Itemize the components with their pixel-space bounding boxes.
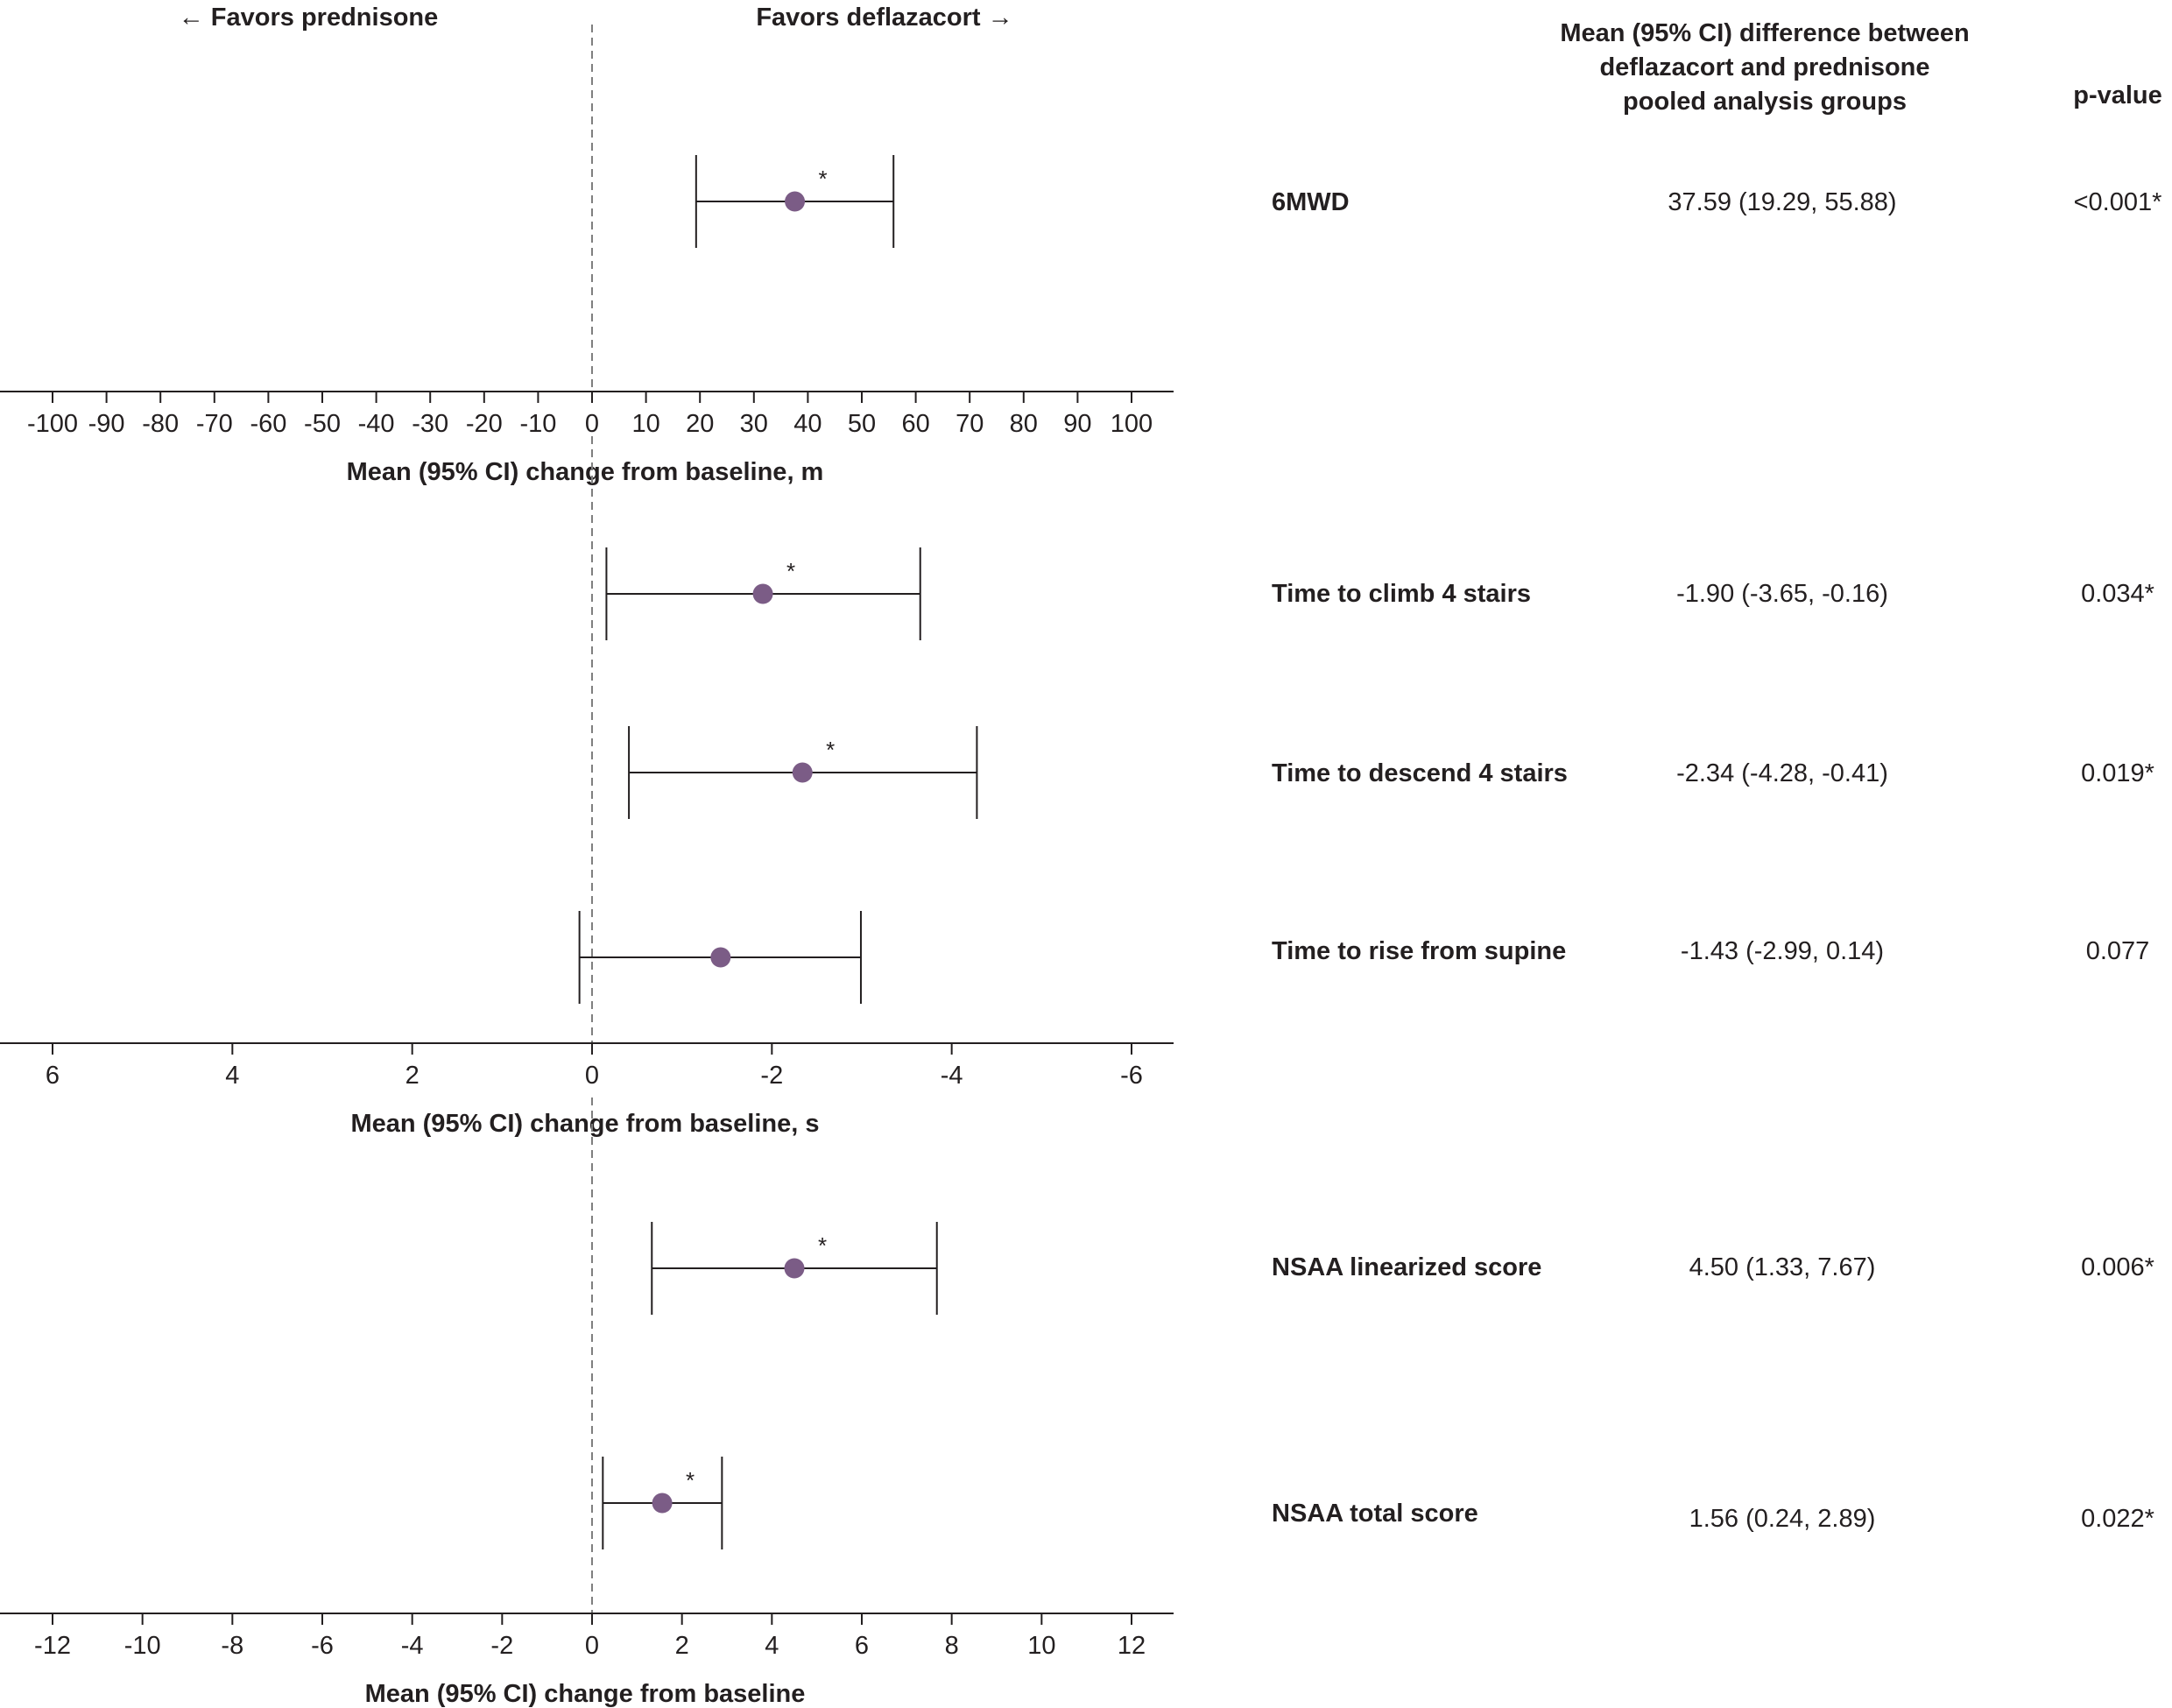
p-value: 0.019* xyxy=(2081,759,2154,787)
x-axis-title: Mean (95% CI) change from baseline, s xyxy=(350,1110,819,1138)
x-tick-label: -30 xyxy=(412,410,448,438)
x-tick-label: 4 xyxy=(225,1062,239,1090)
favors-prednisone-label: ← Favors prednisone xyxy=(179,4,439,32)
x-tick-label: 4 xyxy=(765,1632,779,1660)
x-tick-label: -4 xyxy=(401,1632,424,1660)
x-tick-label: 30 xyxy=(740,410,768,438)
significance-marker: * xyxy=(686,1467,695,1493)
x-tick-label: -6 xyxy=(1120,1062,1143,1090)
x-tick-label: 6 xyxy=(46,1062,60,1090)
x-tick-label: 10 xyxy=(631,410,659,438)
x-tick-label: -12 xyxy=(34,1632,71,1660)
mean-point xyxy=(792,762,813,783)
significance-marker: * xyxy=(786,558,795,584)
x-axis-title: Mean (95% CI) change from baseline, m xyxy=(347,458,824,486)
mean-point xyxy=(784,1258,805,1279)
x-axis-title: Mean (95% CI) change from baseline xyxy=(365,1680,806,1708)
pvalue-column-header: p-value xyxy=(2073,81,2162,109)
x-tick-label: 90 xyxy=(1063,410,1091,438)
x-tick-label: 60 xyxy=(901,410,929,438)
x-tick-label: 20 xyxy=(686,410,714,438)
outcome-label: Time to rise from supine xyxy=(1272,937,1566,965)
p-value: 0.022* xyxy=(2081,1505,2154,1533)
x-tick-label: 8 xyxy=(945,1632,959,1660)
outcome-label: 6MWD xyxy=(1272,188,1350,216)
p-value: 0.034* xyxy=(2081,580,2154,608)
ci-value: -2.34 (-4.28, -0.41) xyxy=(1676,759,1888,787)
x-tick-label: -60 xyxy=(250,410,286,438)
x-tick-label: -8 xyxy=(221,1632,243,1660)
x-tick-label: -50 xyxy=(304,410,341,438)
x-tick-label: -2 xyxy=(490,1632,513,1660)
significance-marker: * xyxy=(818,166,827,192)
ci-column-header-line-2: deflazacort and prednisone xyxy=(1599,53,1929,81)
mean-point xyxy=(710,947,731,968)
x-tick-label: 0 xyxy=(585,1632,599,1660)
x-tick-label: 0 xyxy=(585,1062,599,1090)
outcome-label: NSAA total score xyxy=(1272,1500,1478,1528)
outcome-label: Time to descend 4 stairs xyxy=(1272,759,1568,787)
ci-column-header-line-1: Mean (95% CI) difference between xyxy=(1560,19,1969,47)
x-tick-label: -20 xyxy=(466,410,503,438)
x-tick-label: -4 xyxy=(941,1062,963,1090)
p-value: <0.001* xyxy=(2074,188,2162,216)
x-tick-label: -40 xyxy=(358,410,395,438)
x-tick-label: 2 xyxy=(675,1632,689,1660)
ci-value: 4.50 (1.33, 7.67) xyxy=(1689,1253,1876,1281)
ci-value: 37.59 (19.29, 55.88) xyxy=(1668,188,1896,216)
x-tick-label: 70 xyxy=(956,410,984,438)
x-tick-label: -100 xyxy=(27,410,78,438)
p-value: 0.006* xyxy=(2081,1253,2154,1281)
x-tick-label: -2 xyxy=(760,1062,783,1090)
x-tick-label: 50 xyxy=(848,410,876,438)
ci-value: -1.43 (-2.99, 0.14) xyxy=(1681,937,1884,965)
significance-marker: * xyxy=(818,1232,827,1259)
x-tick-label: 40 xyxy=(793,410,822,438)
mean-point xyxy=(785,191,806,212)
x-tick-label: 80 xyxy=(1010,410,1038,438)
ci-value: 1.56 (0.24, 2.89) xyxy=(1689,1505,1876,1533)
mean-point xyxy=(652,1493,673,1514)
mean-point xyxy=(752,583,773,604)
x-tick-label: 6 xyxy=(855,1632,869,1660)
x-tick-label: 100 xyxy=(1111,410,1153,438)
x-tick-label: 12 xyxy=(1118,1632,1146,1660)
significance-marker: * xyxy=(826,737,835,763)
x-tick-label: -70 xyxy=(196,410,233,438)
x-tick-label: -10 xyxy=(519,410,556,438)
x-tick-label: -90 xyxy=(88,410,125,438)
x-tick-label: -6 xyxy=(311,1632,334,1660)
p-value: 0.077 xyxy=(2086,937,2150,965)
favors-deflazacort-label: Favors deflazacort → xyxy=(756,4,1012,32)
x-tick-label: -80 xyxy=(142,410,179,438)
x-tick-label: 10 xyxy=(1027,1632,1055,1660)
ci-column-header-line-3: pooled analysis groups xyxy=(1623,88,1907,116)
outcome-label: Time to climb 4 stairs xyxy=(1272,580,1531,608)
outcome-label: NSAA linearized score xyxy=(1272,1253,1541,1281)
ci-value: -1.90 (-3.65, -0.16) xyxy=(1676,580,1888,608)
x-tick-label: 0 xyxy=(585,410,599,438)
x-tick-label: 2 xyxy=(405,1062,420,1090)
x-tick-label: -10 xyxy=(124,1632,161,1660)
